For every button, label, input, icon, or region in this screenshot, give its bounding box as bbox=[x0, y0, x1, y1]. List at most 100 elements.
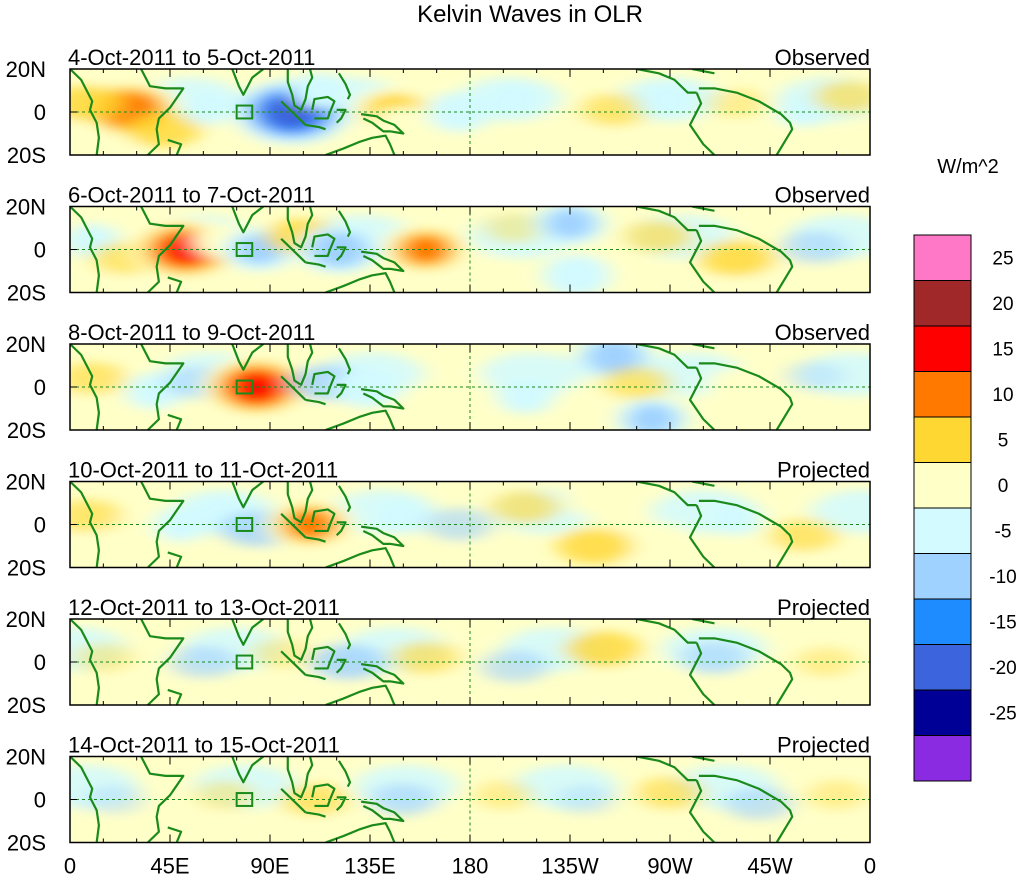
coastline bbox=[698, 224, 794, 293]
colorbar-label: 10 bbox=[992, 385, 1013, 406]
coastline bbox=[280, 100, 307, 126]
coastline bbox=[140, 206, 185, 293]
coastline bbox=[167, 276, 183, 293]
colorbar-swatch bbox=[913, 462, 972, 509]
colorbar-label: -15 bbox=[989, 613, 1016, 634]
panel-status: Projected bbox=[777, 733, 870, 758]
panel-date-range: 10-Oct-2011 to 11-Oct-2011 bbox=[68, 458, 338, 483]
panel-status: Observed bbox=[775, 45, 870, 70]
anomaly-blob bbox=[565, 631, 642, 668]
coastline bbox=[335, 658, 347, 674]
anomaly-field bbox=[70, 627, 856, 697]
anomaly-blob bbox=[813, 80, 870, 114]
coastline bbox=[305, 811, 326, 818]
coastline bbox=[335, 521, 347, 537]
colorbar-units: W/m^2 bbox=[937, 156, 999, 178]
colorbar-label: -10 bbox=[989, 567, 1016, 588]
anomaly-blob bbox=[564, 481, 621, 517]
anomaly-blob bbox=[637, 83, 694, 120]
coastlines bbox=[70, 756, 794, 843]
coastline bbox=[305, 261, 326, 268]
coastline bbox=[636, 69, 697, 94]
colorbar-swatch bbox=[913, 644, 972, 691]
colorbar: W/m^2 25 20 15 10 5 0 -5 -10 -15 -20 -25 bbox=[913, 156, 1017, 782]
coastline bbox=[360, 800, 405, 823]
x-axis: 0 45E 90E 135E 180 135W 90W 45W 0 bbox=[64, 854, 876, 879]
coastline bbox=[636, 481, 697, 507]
panel-status: Observed bbox=[775, 320, 870, 345]
coastline bbox=[688, 642, 716, 705]
y-tick-label: 20S bbox=[7, 143, 46, 168]
y-tick-label: 20N bbox=[6, 195, 46, 220]
anomaly-blob bbox=[73, 642, 134, 673]
x-tick-label: 180 bbox=[452, 854, 489, 879]
coastline bbox=[70, 756, 100, 843]
coastline bbox=[311, 508, 336, 533]
colorbar-swatch bbox=[913, 598, 972, 645]
coastline bbox=[636, 206, 697, 232]
x-tick-label: 45E bbox=[150, 854, 189, 879]
coastlines bbox=[70, 619, 794, 705]
coastline bbox=[636, 756, 697, 782]
coastline bbox=[231, 756, 265, 784]
panel-1: 20N 0 20S 4-Oct-2011 to 5-Oct-2011 Observed bbox=[6, 45, 871, 168]
x-tick-label: 45W bbox=[747, 854, 792, 879]
anomaly-blob bbox=[636, 776, 704, 810]
coastline bbox=[286, 69, 314, 111]
y-tick-label: 20S bbox=[7, 556, 46, 581]
anomaly-blob bbox=[487, 81, 541, 117]
anomaly-blob bbox=[484, 213, 545, 243]
panel-date-range: 12-Oct-2011 to 13-Oct-2011 bbox=[68, 595, 340, 620]
anomaly-field bbox=[70, 344, 870, 430]
coastline bbox=[325, 547, 396, 568]
colorbar-label: 0 bbox=[998, 476, 1009, 497]
colorbar-swatch bbox=[913, 507, 972, 554]
coastline bbox=[286, 756, 314, 799]
coastline bbox=[280, 650, 307, 676]
anomaly-blob bbox=[427, 92, 491, 132]
coastline bbox=[360, 388, 405, 410]
anomaly-blob bbox=[624, 220, 693, 254]
coastline bbox=[337, 622, 352, 650]
y-tick-label: 20N bbox=[6, 57, 46, 82]
coastline bbox=[70, 619, 100, 705]
panel-date-range: 8-Oct-2011 to 9-Oct-2011 bbox=[68, 320, 315, 345]
coastline bbox=[325, 272, 396, 293]
colorbar-swatch bbox=[913, 735, 972, 782]
y-tick-label: 20S bbox=[7, 418, 46, 443]
anomaly-blob bbox=[535, 206, 605, 246]
x-tick-label: 135W bbox=[541, 854, 599, 879]
anomaly-blob bbox=[290, 72, 348, 109]
anomaly-field bbox=[70, 764, 867, 835]
y-tick-label: 0 bbox=[34, 513, 46, 538]
coastline bbox=[140, 756, 185, 843]
coastline bbox=[167, 138, 183, 155]
coastline bbox=[231, 69, 265, 96]
anomaly-blob bbox=[375, 497, 432, 534]
coastline bbox=[698, 87, 794, 155]
coastline bbox=[360, 663, 405, 685]
x-tick-label: 90E bbox=[250, 854, 289, 879]
panel-date-range: 14-Oct-2011 to 15-Oct-2011 bbox=[68, 733, 340, 758]
colorbar-swatch bbox=[913, 325, 972, 372]
coastline bbox=[70, 206, 100, 293]
anomaly-blob bbox=[280, 783, 349, 816]
panel-5: 20N 0 20S 12-Oct-2011 to 13-Oct-2011 Project… bbox=[6, 595, 871, 718]
anomaly-blob bbox=[369, 783, 438, 816]
coastline bbox=[311, 783, 336, 808]
coastline bbox=[337, 210, 352, 238]
coastline bbox=[140, 481, 185, 568]
y-tick-label: 0 bbox=[34, 100, 46, 125]
anomaly-blob bbox=[780, 230, 849, 264]
coastline bbox=[335, 108, 347, 124]
colorbar-label: 25 bbox=[992, 249, 1013, 270]
y-tick-label: 20N bbox=[6, 470, 46, 495]
coastline bbox=[688, 367, 716, 430]
anomaly-blob bbox=[370, 106, 437, 148]
anomaly-blob bbox=[724, 787, 793, 821]
anomaly-blob bbox=[625, 657, 679, 693]
coastline bbox=[698, 499, 794, 568]
anomaly-blob bbox=[769, 518, 838, 552]
